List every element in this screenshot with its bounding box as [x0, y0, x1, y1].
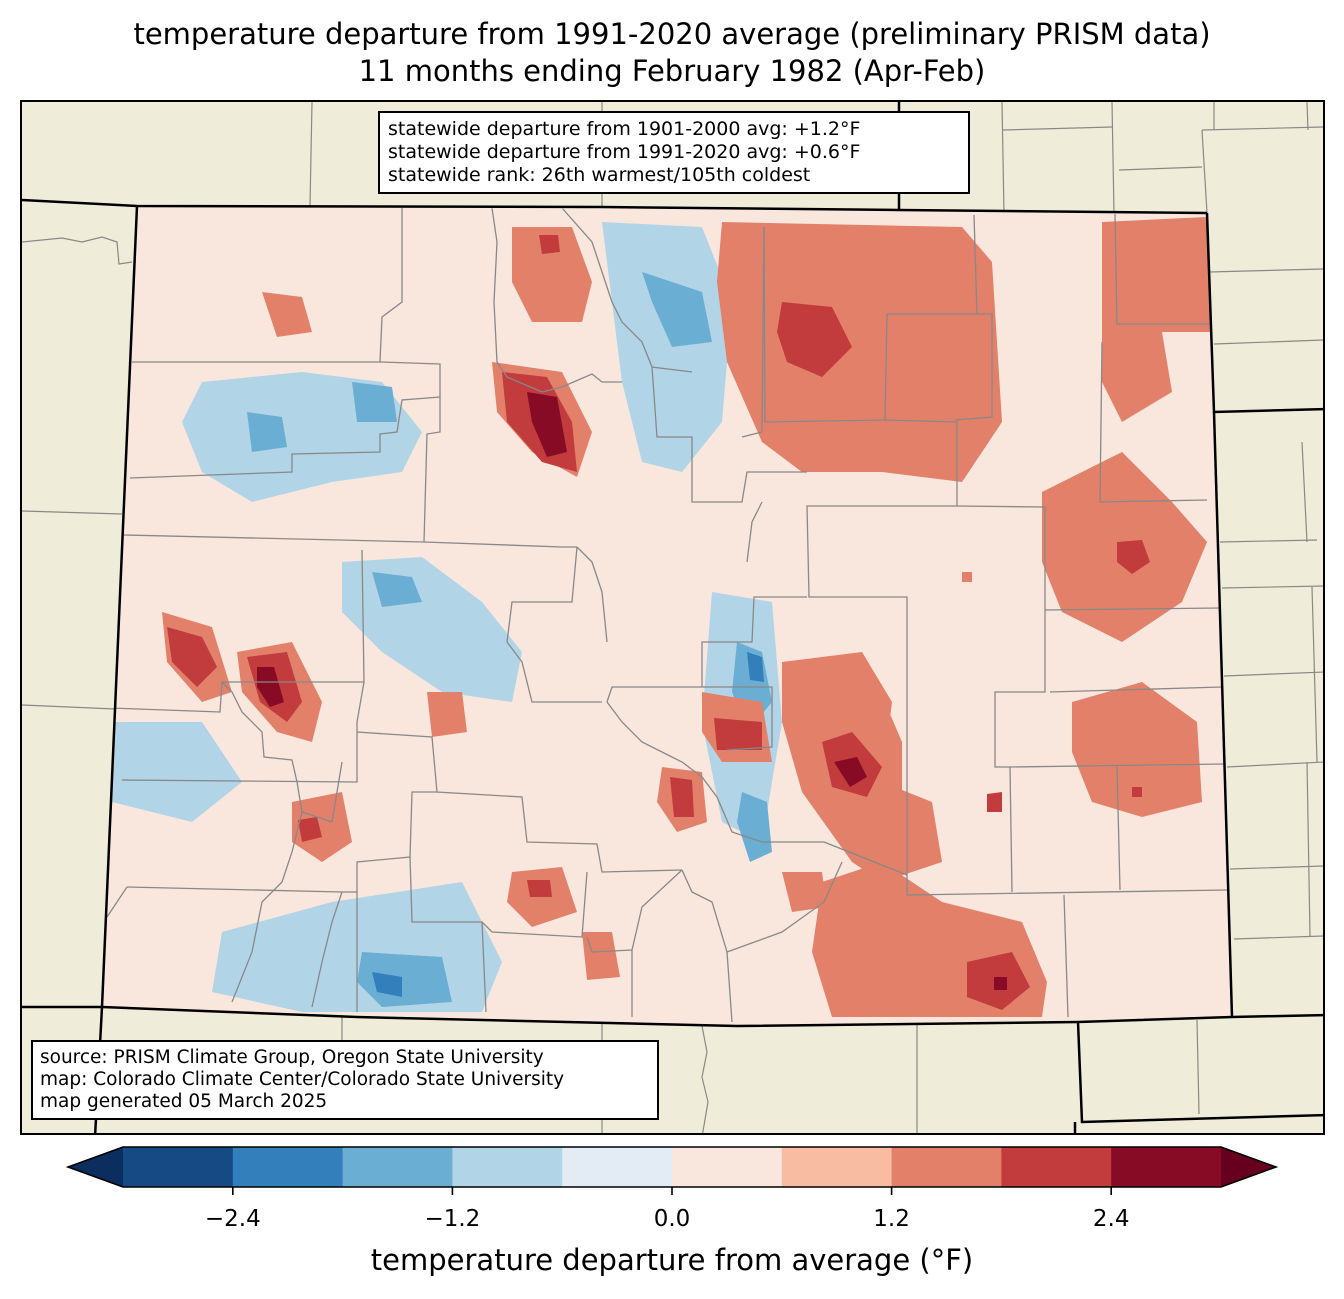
anomaly-region: [1102, 322, 1172, 422]
statewide-stats-box: statewide departure from 1901-2000 avg: …: [378, 111, 970, 194]
colorbar-bin: [1111, 1147, 1222, 1187]
colorbar-extend-over: [1221, 1147, 1276, 1187]
stats-line-1901-2000: statewide departure from 1901-2000 avg: …: [388, 118, 861, 140]
anomaly-region: [427, 692, 467, 737]
credits-box: source: PRISM Climate Group, Oregon Stat…: [31, 1040, 659, 1120]
anomaly-region: [602, 222, 732, 472]
anomaly-region: [782, 872, 827, 912]
colorbar-label: temperature departure from average (°F): [370, 1243, 974, 1277]
colorbar-tick-label: 0.0: [653, 1206, 691, 1232]
anomaly-region: [737, 792, 772, 862]
anomaly-region: [642, 272, 712, 347]
colorbar: [65, 1146, 1279, 1195]
colorbar-bin: [891, 1147, 1002, 1187]
anomaly-region: [717, 222, 1002, 482]
colorbar-outline: [65, 1146, 1279, 1188]
credit-map: map: Colorado Climate Center/Colorado St…: [40, 1069, 565, 1090]
anomaly-region: [112, 722, 242, 822]
anomaly-region: [298, 817, 322, 842]
anomaly-region: [292, 792, 352, 862]
anomaly-region: [777, 302, 852, 377]
colorbar-bin: [342, 1147, 453, 1187]
colorbar-tick-label: 1.2: [873, 1206, 910, 1232]
anomaly-contours: [102, 206, 1232, 1026]
anomaly-region: [1132, 787, 1142, 797]
anomaly-region: [352, 382, 397, 422]
colorado-county-lines: [106, 207, 1228, 1023]
map-title: temperature departure from 1991-2020 ave…: [133, 17, 1211, 51]
temperature-anomaly-map: [22, 102, 1323, 1133]
stats-line-rank: statewide rank: 26th warmest/105th colde…: [388, 164, 811, 186]
map-panel: [20, 100, 1325, 1135]
anomaly-region: [257, 667, 284, 707]
anomaly-region: [714, 718, 762, 750]
colorbar-bin: [232, 1147, 344, 1187]
anomaly-region: [539, 235, 560, 254]
anomaly-region: [582, 932, 620, 980]
colorbar-bin: [562, 1147, 673, 1187]
anomaly-region: [372, 572, 422, 607]
colorbar-bin: [452, 1147, 563, 1187]
anomaly-region: [527, 880, 552, 897]
anomaly-region: [372, 972, 402, 997]
anomaly-region: [512, 227, 592, 322]
anomaly-region: [357, 952, 452, 1007]
colorbar-tick-label: −1.2: [424, 1206, 481, 1232]
colorbar-bin: [781, 1147, 893, 1187]
stats-line-1991-2020: statewide departure from 1991-2020 avg: …: [388, 141, 861, 163]
map-subtitle: 11 months ending February 1982 (Apr-Feb): [358, 54, 986, 88]
anomaly-region: [987, 792, 1002, 812]
anomaly-region: [994, 977, 1007, 990]
colorbar-extend-under: [68, 1147, 123, 1187]
anomaly-region: [962, 572, 972, 582]
colorbar-tick-label: 2.4: [1092, 1206, 1130, 1232]
anomaly-region: [834, 757, 867, 787]
colorbar-bin: [672, 1147, 783, 1187]
colorbar-tick-label: −2.4: [204, 1206, 261, 1232]
anomaly-region: [1102, 217, 1210, 332]
colorbar-bin: [123, 1147, 234, 1187]
anomaly-region: [670, 777, 694, 817]
credit-generated: map generated 05 March 2025: [40, 1091, 328, 1112]
credit-source: source: PRISM Climate Group, Oregon Stat…: [40, 1047, 544, 1068]
anomaly-region: [262, 292, 312, 337]
anomaly-region: [247, 412, 287, 452]
anomaly-region: [747, 652, 764, 682]
anomaly-region: [167, 627, 217, 687]
anomaly-region: [1117, 540, 1150, 574]
colorbar-bin: [1001, 1147, 1112, 1187]
anomaly-region: [527, 392, 567, 457]
anomaly-region: [1072, 682, 1202, 817]
neighbor-county-lines: [22, 102, 1323, 1133]
